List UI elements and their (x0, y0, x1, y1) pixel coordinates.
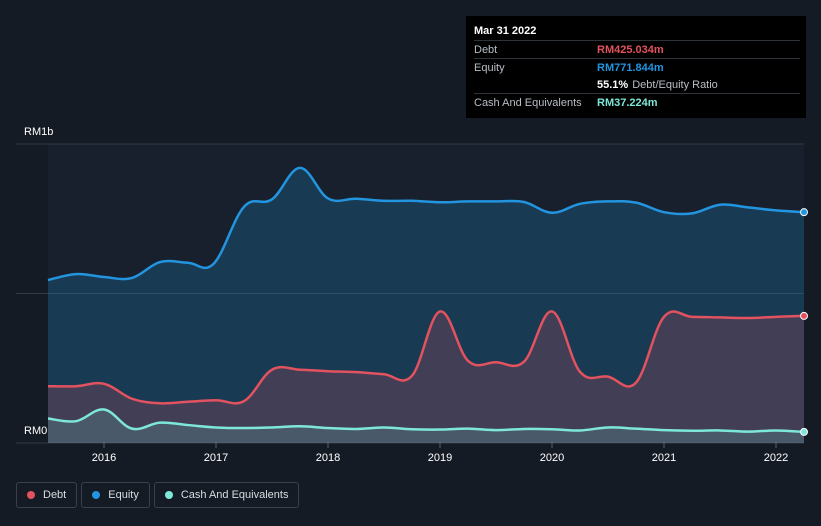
series-layer (47, 166, 808, 443)
cash-and-equivalents-line (47, 408, 805, 434)
y-axis-top-label: RM1b (24, 126, 54, 138)
tooltip-date: Mar 31 2022 (474, 25, 537, 37)
grid-layer (16, 143, 804, 444)
tooltip-equity-label: Equity (474, 61, 505, 74)
legend-item-cash[interactable]: Cash And Equivalents (153, 482, 300, 508)
tooltip-row-debt: Debt RM425.034m (474, 40, 800, 58)
tooltip-cash-value: RM37.224m (597, 96, 658, 109)
tooltip-equity-value: RM771.844m (597, 61, 664, 74)
cash-and-equivalents-end-marker (800, 427, 808, 436)
y-axis-bottom-label: RM0 (24, 425, 48, 437)
equity-line (47, 166, 805, 282)
tooltip-ratio: 55.1% Debt/Equity Ratio (474, 76, 800, 93)
x-tick-label-2019: 2019 (428, 452, 452, 464)
equity-end-marker (800, 208, 808, 217)
legend-cash-swatch (164, 491, 173, 499)
legend-item-equity[interactable]: Equity (81, 482, 150, 508)
legend-item-debt[interactable]: Debt (16, 482, 78, 508)
tooltip-ratio-value: 55.1% (597, 78, 629, 91)
x-axis-ticks: 2016 2017 2018 2019 2020 2021 2022 (92, 443, 788, 464)
x-tick-label-2018: 2018 (316, 452, 340, 464)
tooltip-debt-label: Debt (474, 43, 498, 56)
debt-area (48, 311, 804, 443)
legend-debt-swatch (27, 491, 35, 499)
legend-cash-label: Cash And Equivalents (180, 489, 289, 501)
tooltip-row-equity: Equity RM771.844m (474, 58, 800, 76)
equity-area (48, 167, 804, 443)
legend-debt-label: Debt (43, 489, 67, 501)
legend-equity-swatch (92, 491, 101, 499)
legend-equity-label: Equity (108, 489, 139, 501)
chart-legend: Debt Equity Cash And Equivalents (16, 482, 300, 508)
x-tick-label-2021: 2021 (652, 452, 676, 464)
x-tick-label-2017: 2017 (204, 452, 228, 464)
x-tick-label-2022: 2022 (764, 452, 788, 464)
x-tick-label-2020: 2020 (540, 452, 564, 464)
tooltip-debt-value: RM425.034m (597, 43, 664, 56)
cash-and-equivalents-area (48, 409, 804, 443)
x-tick-label-2016: 2016 (92, 452, 116, 464)
tooltip-ratio-label: Debt/Equity Ratio (632, 78, 718, 91)
tooltip-row-cash: Cash And Equivalents RM37.224m (474, 93, 800, 111)
data-tooltip: Mar 31 2022 Debt RM425.034m Equity RM771… (466, 16, 806, 118)
tooltip-cash-label: Cash And Equivalents (474, 96, 582, 109)
debt-end-marker (800, 311, 808, 320)
debt-line (47, 310, 805, 405)
